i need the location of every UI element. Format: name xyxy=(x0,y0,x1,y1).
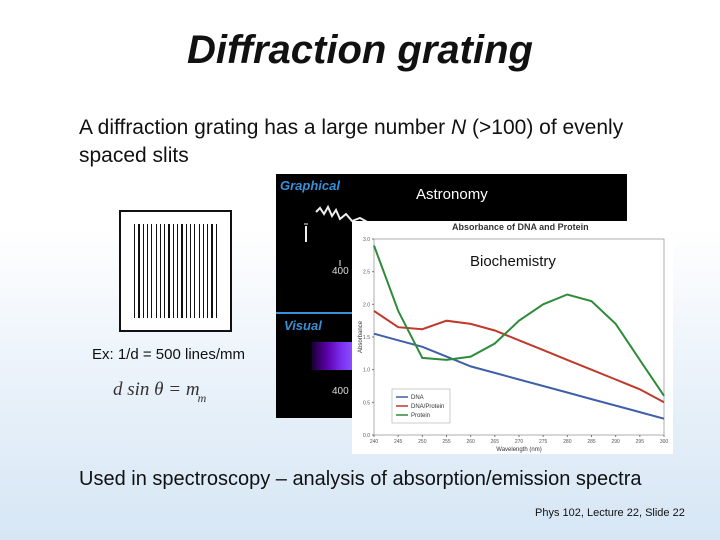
grating-slit xyxy=(146,224,149,318)
grating-slit xyxy=(177,224,179,318)
grating-slit xyxy=(189,224,192,318)
grating-slit xyxy=(215,224,217,318)
astronomy-label: Astronomy xyxy=(416,186,488,203)
biochemistry-chart: 0.0 0.5 1.0 1.5 2.0 2.5 3.0 240 245 250 255 260 265 2… xyxy=(352,221,673,454)
grating-slit xyxy=(198,224,200,318)
grating-slit xyxy=(138,224,140,318)
x-tick-label: 300 xyxy=(660,439,669,445)
astronomy-tick-400-bottom: 400 xyxy=(332,386,349,397)
grating-slit xyxy=(181,224,183,318)
chart-title: Absorbance of DNA and Protein xyxy=(452,222,589,232)
x-tick-label: 285 xyxy=(587,439,596,445)
x-tick-label: 270 xyxy=(515,439,524,445)
grating-slit xyxy=(185,224,187,318)
legend-label: DNA xyxy=(411,395,424,401)
grating-slit xyxy=(211,224,213,318)
grating-illustration xyxy=(119,210,232,332)
x-tick-label: 265 xyxy=(491,439,500,445)
x-tick-label: 295 xyxy=(636,439,645,445)
x-tick-label: 250 xyxy=(418,439,427,445)
legend-label: DNA/Protein xyxy=(411,404,444,410)
astronomy-graphical-label: Graphical xyxy=(280,178,340,193)
spectroscopy-caption: Used in spectroscopy – analysis of absor… xyxy=(79,468,642,490)
absorbance-chart-svg: 0.0 0.5 1.0 1.5 2.0 2.5 3.0 240 245 250 255 260 265 2… xyxy=(358,237,669,453)
astronomy-visual-label: Visual xyxy=(284,318,322,333)
series-line-protein xyxy=(373,245,665,397)
intro-text-part2: (>100) of evenly spaced slits xyxy=(79,116,624,167)
series-line-dna-protein xyxy=(373,310,665,404)
x-tick-label: 290 xyxy=(611,439,620,445)
x-tick-label: 240 xyxy=(370,439,379,445)
grating-slit xyxy=(194,224,196,318)
grating-slit xyxy=(202,224,205,318)
slide-footer: Phys 102, Lecture 22, Slide 22 xyxy=(535,507,685,519)
grating-slit xyxy=(134,224,136,318)
biochemistry-label: Biochemistry xyxy=(470,253,556,270)
x-tick-label: 255 xyxy=(442,439,451,445)
y-tick-label: 3.0 xyxy=(363,237,370,243)
intro-text-part1: A diffraction grating has a large number xyxy=(79,116,452,139)
lines-per-mm-label: Ex: 1/d = 500 lines/mm xyxy=(92,346,245,363)
grating-slit xyxy=(172,224,174,318)
grating-slit xyxy=(164,224,166,318)
grating-slit xyxy=(155,224,157,318)
series-line-dna xyxy=(373,332,665,420)
y-tick-label: 1.5 xyxy=(363,335,370,341)
y-tick-label: 1.0 xyxy=(363,368,370,374)
x-axis-label: Wavelength (nm) xyxy=(496,447,541,453)
slide-title: Diffraction grating xyxy=(187,28,533,72)
x-tick-label: 260 xyxy=(466,439,475,445)
y-tick-label: 2.0 xyxy=(363,302,370,308)
legend-label: Protein xyxy=(411,413,430,419)
x-tick-label: 280 xyxy=(563,439,572,445)
y-tick-label: 0.0 xyxy=(363,433,370,439)
x-tick-label: 275 xyxy=(539,439,548,445)
intro-variable-n: N xyxy=(451,116,467,139)
grating-slit xyxy=(207,224,209,318)
y-tick-label: 0.5 xyxy=(363,400,370,406)
y-axis-label: Absorbance xyxy=(358,320,364,353)
astronomy-tick-400-top: 400 xyxy=(332,266,349,277)
astronomy-divider xyxy=(276,312,356,314)
astronomy-visual-spectrum xyxy=(312,342,356,370)
x-tick-label: 245 xyxy=(394,439,403,445)
grating-slit xyxy=(151,224,153,318)
grating-slit xyxy=(159,224,162,318)
grating-slit xyxy=(168,224,170,318)
grating-slit xyxy=(142,224,144,318)
intro-text: A diffraction grating has a large number… xyxy=(79,114,679,170)
grating-equation-main: d sin θ = m xyxy=(113,379,200,400)
y-tick-label: 2.5 xyxy=(363,270,370,276)
grating-equation: d sin θ = mm xyxy=(113,379,206,405)
grating-equation-subscript: m xyxy=(197,391,207,405)
